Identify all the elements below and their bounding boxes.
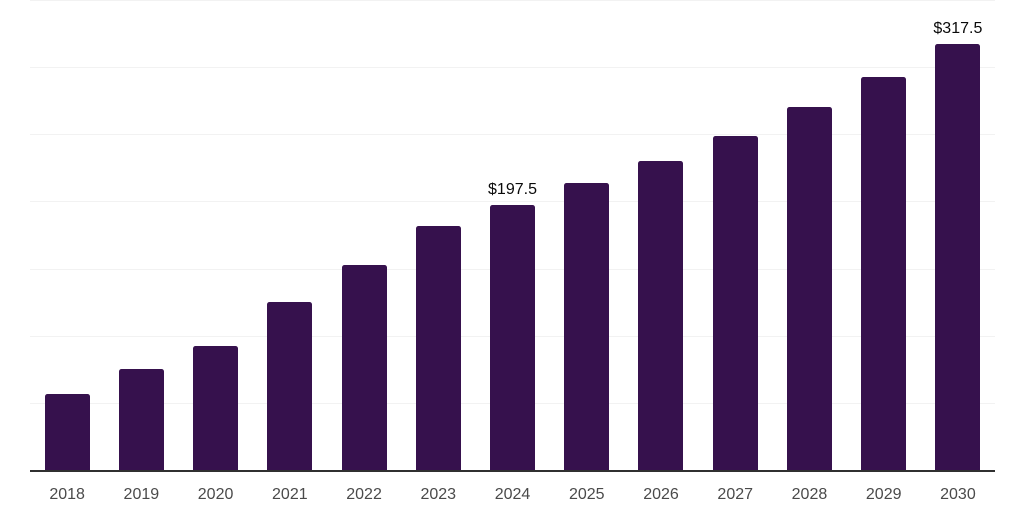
bar-2028 bbox=[786, 107, 832, 470]
plot-area: $197.5 $317.5 bbox=[30, 0, 995, 470]
x-tick-label-2030: 2030 bbox=[940, 486, 976, 503]
gridline-350 bbox=[30, 0, 995, 1]
x-tick-label-2020: 2020 bbox=[197, 486, 234, 503]
x-axis: 2018 2019 2020 2021 2022 2023 2024 2025 2026 2027… bbox=[30, 484, 995, 506]
gridline-300 bbox=[30, 67, 995, 69]
bar-2026 bbox=[638, 161, 684, 470]
bar-2021 bbox=[267, 302, 313, 470]
x-tick-label-2024: 2024 bbox=[494, 486, 531, 503]
bar-2027 bbox=[712, 136, 758, 470]
bar-2024 bbox=[490, 204, 535, 470]
bar-2030 bbox=[935, 43, 981, 470]
bar-2023 bbox=[415, 225, 461, 470]
bar-2018 bbox=[44, 394, 90, 470]
x-tick-label-2028: 2028 bbox=[791, 486, 828, 503]
bar-value-label-2030: $317.5 bbox=[933, 19, 983, 37]
x-tick-label-2023: 2023 bbox=[420, 486, 457, 503]
bar-value-label-2024: $197.5 bbox=[488, 180, 537, 198]
x-tick-label-2018: 2018 bbox=[49, 486, 85, 503]
bar-2020 bbox=[193, 345, 239, 470]
x-tick-label-2019: 2019 bbox=[123, 486, 160, 503]
x-tick-label-2026: 2026 bbox=[643, 486, 679, 503]
x-tick-label-2025: 2025 bbox=[568, 486, 605, 503]
x-tick-label-2029: 2029 bbox=[865, 486, 902, 503]
gridline-200 bbox=[30, 201, 995, 203]
bar-2022 bbox=[341, 265, 387, 470]
bar-2029 bbox=[861, 77, 907, 470]
x-tick-label-2022: 2022 bbox=[346, 486, 382, 503]
bar-2019 bbox=[118, 368, 164, 470]
bar-2025 bbox=[564, 182, 610, 470]
x-tick-label-2021: 2021 bbox=[272, 486, 308, 503]
x-tick-label-2027: 2027 bbox=[717, 486, 754, 503]
x-axis-line bbox=[30, 470, 995, 472]
gridline-250 bbox=[30, 134, 995, 136]
